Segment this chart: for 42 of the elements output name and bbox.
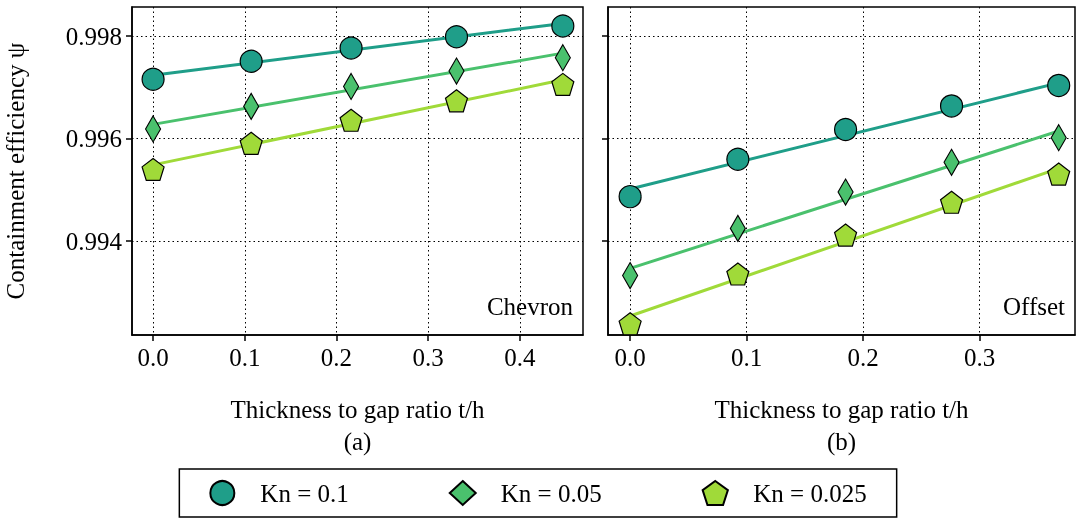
x-tick-label: 0.2 — [847, 344, 879, 371]
point — [726, 147, 750, 171]
point — [618, 185, 642, 209]
point — [141, 157, 165, 182]
point — [1047, 73, 1071, 98]
x-tick-label: 0.3 — [412, 344, 444, 371]
point — [1047, 162, 1071, 186]
point — [339, 36, 363, 60]
point — [339, 108, 363, 132]
y-tick-label: 0.996 — [65, 125, 122, 153]
x-tick-label: 0.1 — [229, 344, 261, 371]
point — [551, 14, 575, 38]
annotation: Chevron — [486, 293, 574, 320]
x-tick-label: 0.0 — [137, 344, 169, 371]
point — [939, 94, 964, 118]
text: (a) — [343, 428, 372, 456]
x-tick-label: 0.3 — [963, 344, 996, 371]
point — [141, 67, 165, 91]
y-tick-label: 0.994 — [65, 227, 123, 255]
point — [444, 89, 469, 113]
point — [618, 312, 642, 336]
x-tick-label: 0.1 — [730, 344, 763, 371]
x-tick-label: 0.4 — [504, 344, 536, 371]
point — [939, 190, 964, 214]
annotation: Offset — [1002, 293, 1066, 320]
x-axis-title: Thickness to gap ratio t/h — [230, 396, 486, 423]
legend-label: Kn = 0.1 — [260, 479, 349, 507]
point — [239, 131, 263, 155]
legend-label: Kn = 0.025 — [753, 479, 867, 507]
point — [834, 117, 858, 142]
point — [239, 49, 263, 73]
point — [551, 72, 575, 96]
x-tick-label: 0.2 — [320, 344, 353, 371]
point — [444, 25, 469, 49]
legend-label: Kn = 0.05 — [500, 479, 602, 507]
x-tick-label: 0.0 — [614, 344, 646, 371]
point — [726, 262, 750, 286]
y-axis-title: Containment efficiency ψ — [2, 42, 29, 300]
x-axis-title: Thickness to gap ratio t/h — [714, 396, 970, 423]
point — [833, 223, 858, 247]
y-tick-label: 0.998 — [65, 22, 122, 50]
text: (b) — [826, 428, 857, 456]
